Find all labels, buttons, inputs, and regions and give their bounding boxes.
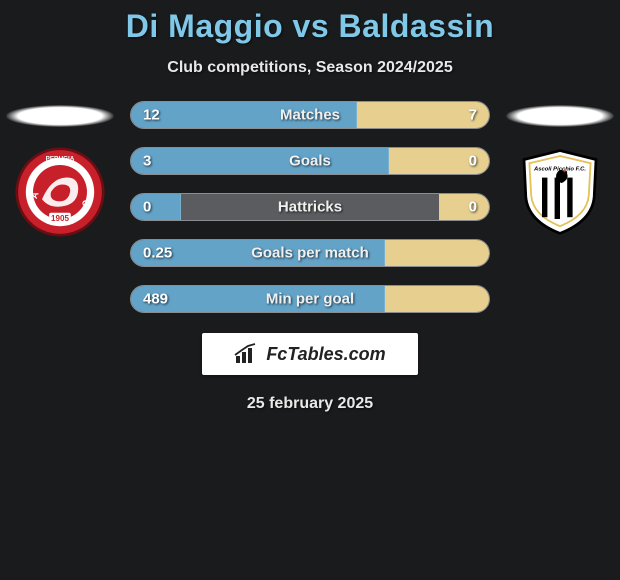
left-player-col: A C 1905 PERUGIA: [0, 101, 120, 237]
brand-box: FcTables.com: [202, 333, 418, 375]
stat-fill-right: [385, 286, 489, 312]
stat-bar: 0 0 Hattricks: [130, 193, 490, 221]
stat-label: Matches: [280, 107, 340, 124]
stat-label: Min per goal: [266, 291, 354, 308]
stat-value-right: 0: [469, 153, 477, 170]
stat-label: Goals: [289, 153, 331, 170]
svg-text:1905: 1905: [51, 214, 69, 223]
perugia-crest-icon: A C 1905 PERUGIA: [15, 147, 105, 237]
stat-value-left: 0.25: [143, 245, 172, 262]
stat-fill-right: [439, 194, 489, 220]
left-team-crest: A C 1905 PERUGIA: [15, 147, 105, 237]
stat-bars: 12 7 Matches 3 0 Goals 0 0 Hattricks 0.25 Goals pe…: [130, 101, 490, 313]
stat-bar: 0.25 Goals per match: [130, 239, 490, 267]
comparison-row: A C 1905 PERUGIA 12 7 Matches 3 0 Goals 0 0 Hatt…: [0, 101, 620, 313]
brand-text: FcTables.com: [266, 344, 385, 365]
right-player-col: Ascoli Picchio F.C.: [500, 101, 620, 237]
stat-value-left: 12: [143, 107, 160, 124]
stat-value-right: 0: [469, 199, 477, 216]
stat-label: Goals per match: [251, 245, 369, 262]
bar-chart-icon: [234, 343, 260, 365]
svg-text:PERUGIA: PERUGIA: [46, 156, 75, 163]
page-subtitle: Club competitions, Season 2024/2025: [0, 59, 620, 77]
left-player-shadow: [6, 105, 114, 127]
stat-value-left: 489: [143, 291, 168, 308]
stat-value-left: 3: [143, 153, 151, 170]
stat-value-right: 7: [469, 107, 477, 124]
stat-fill-left: [131, 194, 181, 220]
stat-fill-right: [385, 240, 489, 266]
page-title: Di Maggio vs Baldassin: [0, 8, 620, 45]
stat-fill-left: [131, 148, 389, 174]
stat-value-left: 0: [143, 199, 151, 216]
right-player-shadow: [506, 105, 614, 127]
stat-bar: 12 7 Matches: [130, 101, 490, 129]
stat-label: Hattricks: [278, 199, 342, 216]
ascoli-crest-icon: Ascoli Picchio F.C.: [515, 147, 605, 237]
footer: FcTables.com 25 february 2025: [0, 333, 620, 413]
footer-date: 25 february 2025: [247, 395, 373, 413]
stat-bar: 3 0 Goals: [130, 147, 490, 175]
right-team-crest: Ascoli Picchio F.C.: [515, 147, 605, 237]
stat-bar: 489 Min per goal: [130, 285, 490, 313]
